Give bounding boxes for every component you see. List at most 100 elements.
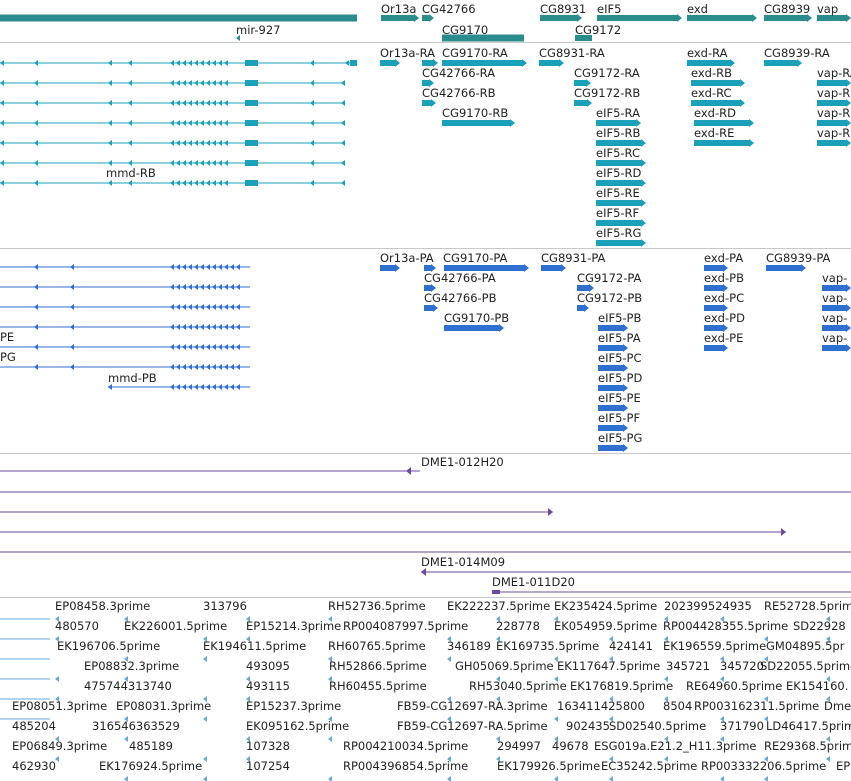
strand-arrow[interactable]	[212, 364, 216, 370]
strand-arrow[interactable]	[188, 304, 192, 310]
strand-arrow[interactable]	[609, 656, 613, 662]
strand-arrow[interactable]	[846, 284, 851, 292]
strand-arrow[interactable]	[34, 120, 38, 126]
protein-label[interactable]: eIF5-PD	[598, 371, 643, 385]
strand-arrow[interactable]	[128, 80, 132, 86]
strand-arrow[interactable]	[34, 140, 38, 146]
strand-arrow[interactable]	[128, 140, 132, 146]
strand-arrow[interactable]	[182, 304, 186, 310]
strand-arrow[interactable]	[496, 616, 500, 622]
est-label[interactable]: EP	[836, 759, 851, 773]
strand-arrow[interactable]	[128, 160, 132, 166]
strand-arrow[interactable]	[194, 120, 198, 126]
strand-arrow[interactable]	[341, 120, 345, 126]
strand-arrow[interactable]	[218, 324, 222, 330]
strand-arrow[interactable]	[200, 364, 204, 370]
strand-arrow[interactable]	[246, 616, 250, 622]
strand-arrow[interactable]	[182, 324, 186, 330]
strand-arrow[interactable]	[781, 528, 786, 536]
est-label[interactable]: EK176819.5prime	[570, 679, 674, 693]
est-label[interactable]: EK169735.5prime	[496, 639, 600, 653]
strand-arrow[interactable]	[0, 140, 4, 146]
strand-arrow[interactable]	[414, 14, 419, 22]
strand-arrow[interactable]	[176, 100, 180, 106]
est-label[interactable]: EK196706.5prime	[57, 639, 161, 653]
transcript-label[interactable]: CG9170-RA	[442, 46, 508, 60]
strand-arrow[interactable]	[224, 100, 228, 106]
strand-arrow[interactable]	[807, 14, 812, 22]
est-label[interactable]: 316546363529	[92, 719, 180, 733]
strand-arrow[interactable]	[764, 716, 768, 722]
est-label[interactable]: 462930	[12, 759, 56, 773]
strand-arrow[interactable]	[170, 180, 174, 186]
transcript-label[interactable]: CG9170-RB	[442, 106, 509, 120]
strand-arrow[interactable]	[206, 284, 210, 290]
strand-arrow[interactable]	[623, 384, 628, 392]
strand-arrow[interactable]	[230, 284, 234, 290]
est-label[interactable]: LD46417.5prime	[766, 719, 851, 733]
strand-arrow[interactable]	[200, 284, 204, 290]
strand-arrow[interactable]	[447, 756, 451, 762]
strand-arrow[interactable]	[194, 180, 198, 186]
exon-block[interactable]	[541, 265, 561, 271]
strand-arrow[interactable]	[34, 364, 38, 370]
strand-arrow[interactable]	[554, 676, 558, 682]
est-label[interactable]: RP004087997.5prime	[343, 619, 469, 633]
strand-arrow[interactable]	[218, 304, 222, 310]
protein-label[interactable]: PE	[0, 330, 15, 344]
strand-arrow[interactable]	[641, 199, 646, 207]
exon-block[interactable]	[350, 60, 357, 66]
strand-arrow[interactable]	[236, 284, 240, 290]
strand-arrow[interactable]	[496, 676, 500, 682]
est-label[interactable]: RH52866.5prime	[329, 659, 427, 673]
strand-arrow[interactable]	[34, 180, 38, 186]
est-label[interactable]: 424141	[609, 639, 653, 653]
strand-arrow[interactable]	[723, 264, 728, 272]
strand-arrow[interactable]	[124, 656, 128, 662]
strand-arrow[interactable]	[224, 60, 228, 66]
strand-arrow[interactable]	[203, 656, 207, 662]
est-label[interactable]: SD22928	[793, 619, 846, 633]
strand-arrow[interactable]	[206, 160, 210, 166]
strand-arrow[interactable]	[55, 736, 59, 742]
protein-label[interactable]: CG42766-PB	[424, 291, 497, 305]
strand-arrow[interactable]	[203, 696, 207, 702]
strand-arrow[interactable]	[124, 676, 128, 682]
strand-arrow[interactable]	[510, 119, 515, 127]
strand-arrow[interactable]	[182, 384, 186, 390]
strand-arrow[interactable]	[310, 160, 314, 166]
strand-arrow[interactable]	[218, 364, 222, 370]
strand-arrow[interactable]	[34, 344, 38, 350]
protein-label[interactable]: PG	[0, 350, 16, 364]
strand-arrow[interactable]	[609, 636, 613, 642]
strand-arrow[interactable]	[218, 180, 222, 186]
exon-block[interactable]	[577, 285, 589, 291]
est-label[interactable]: FB59-CG12697-RA.3prime	[397, 699, 548, 713]
transcript-label[interactable]: eIF5-RA	[596, 106, 640, 120]
strand-arrow[interactable]	[236, 35, 240, 41]
strand-arrow[interactable]	[218, 344, 222, 350]
est-label[interactable]: EC35242.5prime	[601, 759, 698, 773]
protein-label[interactable]: vap-	[822, 311, 848, 325]
strand-arrow[interactable]	[723, 324, 728, 332]
exon-block[interactable]	[691, 80, 740, 86]
strand-arrow[interactable]	[194, 60, 198, 66]
strand-arrow[interactable]	[194, 140, 198, 146]
strand-arrow[interactable]	[218, 60, 222, 66]
strand-arrow[interactable]	[641, 139, 646, 147]
exon-block[interactable]	[691, 100, 740, 106]
strand-arrow[interactable]	[587, 99, 592, 107]
strand-arrow[interactable]	[212, 284, 216, 290]
strand-arrow[interactable]	[224, 304, 228, 310]
strand-arrow[interactable]	[176, 284, 180, 290]
strand-arrow[interactable]	[447, 696, 451, 702]
strand-arrow[interactable]	[496, 756, 500, 762]
strand-arrow[interactable]	[182, 140, 186, 146]
exon-block[interactable]	[422, 15, 429, 21]
strand-arrow[interactable]	[176, 324, 180, 330]
strand-arrow[interactable]	[206, 180, 210, 186]
exon-block[interactable]	[596, 200, 641, 206]
strand-arrow[interactable]	[641, 159, 646, 167]
strand-arrow[interactable]	[200, 180, 204, 186]
